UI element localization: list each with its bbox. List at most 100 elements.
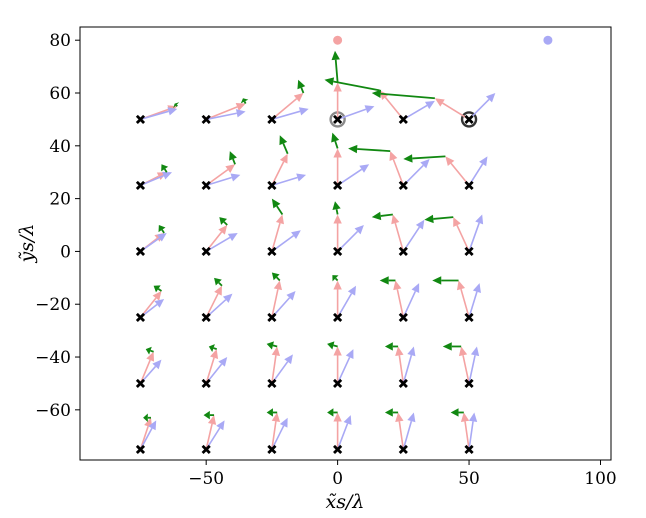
grid-marker — [267, 444, 277, 455]
y-tick-label: 0 — [60, 242, 71, 262]
pink-arrow — [391, 214, 405, 252]
green-arrow — [332, 201, 341, 215]
blue-arrow — [468, 283, 481, 318]
grid-marker — [398, 312, 408, 323]
pink-arrow — [205, 349, 219, 384]
grid-marker — [135, 444, 146, 455]
blue-arrow — [271, 173, 307, 187]
green-arrow — [145, 346, 154, 355]
blue-arrow — [402, 283, 420, 318]
green-arrow — [208, 344, 217, 353]
x-tick-label: 50 — [458, 469, 480, 489]
green-arrow — [450, 408, 464, 417]
grid-marker — [201, 246, 211, 257]
blue-arrow — [336, 415, 352, 450]
pink-arrow — [458, 346, 470, 384]
green-arrow — [173, 102, 180, 109]
pink-arrow — [333, 280, 342, 318]
pink-arrow — [460, 412, 470, 450]
grid-marker — [201, 378, 211, 389]
green-arrow — [143, 413, 151, 422]
green-arrow — [384, 342, 399, 351]
pink-arrow — [271, 280, 283, 318]
green-arrow — [379, 276, 396, 285]
grid-marker — [135, 312, 146, 323]
pink-arrow — [333, 82, 342, 120]
grid-marker — [464, 312, 474, 323]
grid-marker — [398, 180, 408, 191]
pink-arrow — [453, 217, 470, 252]
green-arrow — [158, 225, 166, 234]
green-arrow — [266, 408, 278, 417]
green-arrow — [161, 164, 169, 173]
source-pink — [333, 35, 343, 45]
y-tick-label: 80 — [49, 31, 71, 51]
grid-marker — [333, 246, 343, 257]
grid-marker — [201, 312, 211, 323]
blue-arrow — [468, 346, 480, 384]
blue-arrow — [468, 412, 478, 450]
green-arrow — [403, 154, 446, 163]
blue-arrow — [140, 171, 173, 187]
green-arrow — [327, 408, 338, 417]
green-arrow — [324, 77, 380, 92]
grid-marker — [135, 114, 146, 124]
grid-marker — [267, 114, 277, 124]
y-tick-label: −20 — [35, 295, 71, 315]
grid-marker — [267, 180, 277, 191]
grid-marker — [135, 246, 146, 257]
green-arrow — [442, 342, 462, 351]
grid-marker — [398, 444, 408, 455]
pink-arrow — [333, 412, 342, 450]
green-arrow — [327, 341, 338, 350]
grid-marker — [333, 114, 343, 124]
grid-marker — [201, 180, 211, 191]
pink-arrow — [139, 351, 155, 384]
y-tick-label: −40 — [35, 348, 71, 368]
x-axis-label: x̃s/λ — [326, 491, 365, 513]
blue-arrow — [271, 107, 309, 121]
grid-marker — [333, 180, 343, 191]
grid-marker — [464, 246, 474, 257]
grid-marker — [333, 444, 343, 455]
highlight-ring — [460, 111, 478, 128]
y-tick-label: −60 — [35, 401, 71, 421]
green-arrow — [371, 211, 393, 221]
pink-arrow — [205, 415, 217, 450]
grid-marker — [333, 312, 343, 323]
green-arrow — [432, 276, 459, 285]
green-arrow — [271, 198, 284, 215]
green-arrow — [153, 285, 162, 293]
y-tick-label: 60 — [49, 84, 71, 104]
x-tick-label: 100 — [584, 469, 616, 489]
pink-arrow — [271, 214, 284, 252]
grid-marker — [267, 312, 277, 323]
green-arrow — [214, 277, 223, 287]
green-arrow — [229, 151, 237, 165]
green-arrow — [332, 275, 339, 282]
grid-marker — [464, 114, 474, 124]
blue-arrow — [206, 109, 246, 121]
green-arrow — [240, 98, 249, 104]
pink-arrow — [333, 148, 342, 186]
plot-marks — [135, 35, 553, 455]
blue-arrow — [336, 349, 354, 384]
pink-arrow — [395, 346, 405, 384]
green-arrow — [348, 144, 391, 154]
green-arrow — [424, 214, 454, 224]
green-arrow — [331, 132, 340, 149]
blue-arrow — [205, 173, 241, 187]
pink-arrow — [389, 151, 405, 186]
green-arrow — [371, 89, 435, 100]
pink-arrow — [333, 214, 342, 252]
grid-marker — [464, 444, 474, 455]
green-arrow — [203, 410, 215, 420]
blue-arrow — [402, 412, 416, 450]
blue-arrow — [468, 214, 484, 252]
pink-arrow — [205, 103, 246, 121]
green-arrow — [219, 217, 228, 226]
x-tick-label: 0 — [332, 469, 343, 489]
grid-marker — [267, 378, 277, 389]
grid-marker — [464, 180, 474, 191]
